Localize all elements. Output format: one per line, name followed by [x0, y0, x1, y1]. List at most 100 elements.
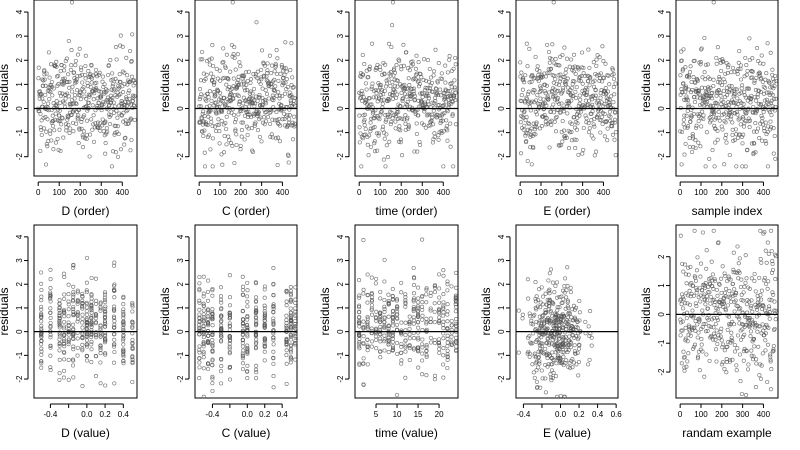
data-point [210, 288, 215, 293]
data-point [293, 306, 298, 311]
data-point [729, 335, 734, 340]
data-point [365, 362, 370, 367]
data-point [240, 353, 245, 358]
data-point [520, 312, 525, 317]
data-point [759, 76, 764, 81]
data-point [453, 122, 458, 127]
data-point [566, 146, 572, 151]
data-point [555, 305, 560, 310]
y-tick-label: 3 [336, 258, 345, 263]
data-point [716, 109, 721, 114]
data-point [357, 295, 362, 300]
data-point [205, 320, 210, 325]
data-point [210, 323, 215, 328]
data-point [118, 80, 123, 85]
data-point [62, 314, 67, 319]
data-point [274, 48, 279, 53]
data-point [744, 349, 749, 354]
data-point [71, 332, 76, 337]
data-point [399, 341, 404, 347]
data-point [291, 85, 296, 90]
data-point [453, 321, 458, 326]
data-point [432, 134, 437, 140]
data-point [537, 314, 542, 319]
data-point [71, 344, 76, 349]
data-point [692, 325, 697, 330]
data-point [72, 76, 77, 81]
data-point [709, 118, 714, 123]
data-point [288, 293, 293, 298]
data-point [233, 67, 238, 72]
data-point [84, 344, 90, 349]
data-point [567, 100, 572, 105]
data-point [703, 285, 708, 290]
data-point [57, 371, 62, 376]
data-point [437, 318, 442, 323]
data-point [394, 63, 399, 68]
data-point [424, 354, 429, 359]
data-point [750, 317, 755, 323]
data-point [684, 113, 689, 118]
data-point [394, 95, 399, 100]
data-point [91, 97, 96, 102]
data-point [217, 90, 223, 95]
y-tick-label: 0 [15, 329, 24, 334]
data-point [121, 294, 126, 299]
data-point [737, 316, 742, 321]
data-point [365, 314, 370, 320]
data-point [41, 115, 46, 121]
data-point [201, 349, 206, 354]
data-point [62, 324, 67, 329]
data-point [80, 294, 85, 299]
data-point [414, 121, 419, 126]
data-point [238, 64, 243, 69]
data-point [130, 309, 135, 314]
data-point [111, 314, 117, 319]
data-point [278, 123, 283, 128]
data-point [590, 109, 595, 114]
data-point [241, 293, 246, 298]
data-point [768, 119, 773, 124]
data-point [62, 326, 67, 331]
data-point [367, 64, 372, 69]
data-point [121, 326, 126, 331]
data-point [66, 302, 71, 307]
data-point [589, 335, 594, 340]
data-point [227, 303, 233, 308]
data-point [700, 109, 705, 114]
data-point [595, 115, 600, 120]
data-point [692, 100, 698, 105]
data-point [534, 120, 539, 125]
data-point [109, 97, 114, 102]
data-point [112, 344, 117, 349]
data-point [575, 115, 580, 120]
data-point [240, 120, 246, 125]
data-point [403, 295, 408, 300]
data-point [722, 80, 727, 85]
data-point [715, 45, 720, 50]
plot-frame [515, 0, 619, 177]
data-point [544, 116, 549, 121]
data-point [399, 67, 404, 72]
data-point [441, 319, 446, 324]
data-point [749, 353, 754, 358]
data-point [210, 293, 215, 298]
data-point [253, 305, 259, 310]
data-point [716, 281, 722, 286]
data-point [569, 98, 574, 103]
data-point [741, 298, 746, 303]
data-point [712, 126, 718, 131]
data-point [607, 82, 612, 87]
data-point [411, 275, 417, 280]
data-point [404, 117, 410, 122]
data-point [416, 365, 421, 370]
data-point [554, 81, 559, 87]
data-point [703, 302, 708, 307]
data-point [288, 291, 293, 296]
data-point [363, 126, 368, 132]
data-point [688, 115, 693, 120]
data-point [426, 96, 431, 101]
data-point [764, 322, 769, 327]
data-point [763, 348, 768, 353]
